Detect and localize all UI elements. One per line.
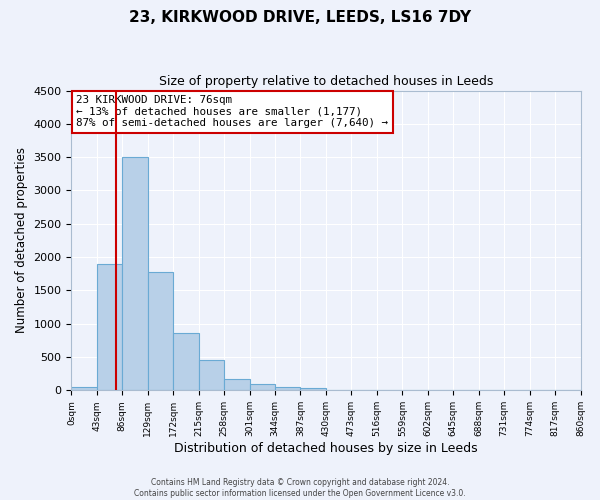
Bar (275, 386, 301, 390)
Bar (224, 378, 250, 390)
Bar (301, 388, 326, 390)
Text: 23, KIRKWOOD DRIVE, LEEDS, LS16 7DY: 23, KIRKWOOD DRIVE, LEEDS, LS16 7DY (129, 10, 471, 25)
Bar (250, 384, 275, 390)
Bar (122, 157, 148, 390)
Text: 23 KIRKWOOD DRIVE: 76sqm
← 13% of detached houses are smaller (1,177)
87% of sem: 23 KIRKWOOD DRIVE: 76sqm ← 13% of detach… (76, 95, 388, 128)
Bar (71, 387, 97, 390)
Bar (173, 333, 199, 390)
Title: Size of property relative to detached houses in Leeds: Size of property relative to detached ho… (159, 75, 493, 88)
Text: Contains HM Land Registry data © Crown copyright and database right 2024.
Contai: Contains HM Land Registry data © Crown c… (134, 478, 466, 498)
Bar (199, 360, 224, 390)
Y-axis label: Number of detached properties: Number of detached properties (15, 148, 28, 334)
X-axis label: Distribution of detached houses by size in Leeds: Distribution of detached houses by size … (174, 442, 478, 455)
Bar (97, 264, 122, 390)
Bar (148, 272, 173, 390)
